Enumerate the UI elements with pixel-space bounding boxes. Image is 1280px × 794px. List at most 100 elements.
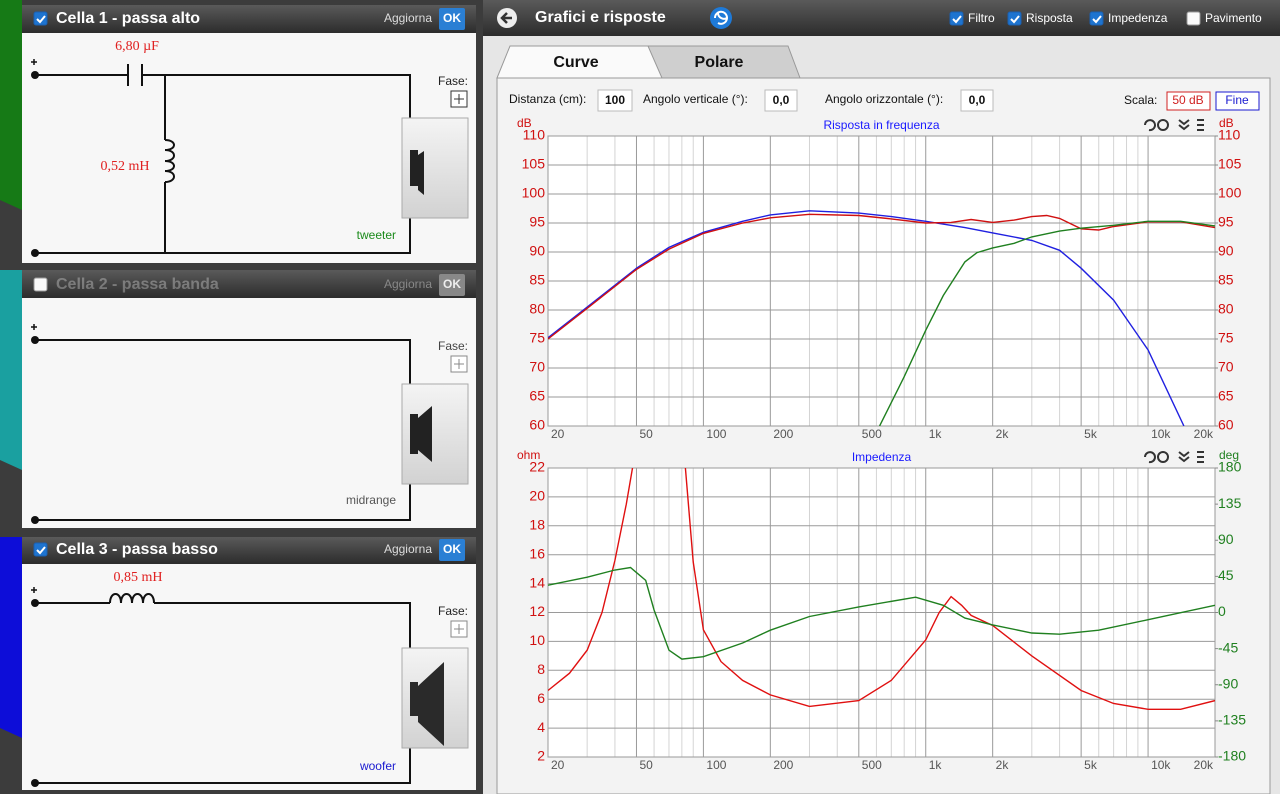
checkbox-box[interactable]: [33, 277, 48, 292]
cell-strip: [0, 270, 22, 470]
horizontal-value[interactable]: 0,0: [969, 93, 986, 107]
terminal: [31, 599, 39, 607]
toggle-label[interactable]: Pavimento: [1205, 11, 1262, 25]
driver-label: midrange: [346, 493, 396, 507]
tab-label[interactable]: Curve: [553, 54, 598, 71]
x-tick-label: 100: [706, 758, 726, 772]
cell-strip: [0, 537, 22, 738]
series-line: [548, 210, 1185, 426]
y-tick-label: 100: [522, 185, 546, 201]
horizontal-label: Angolo orizzontale (°):: [825, 92, 943, 106]
checkbox-box[interactable]: [1186, 11, 1201, 26]
cell-title: Cella 2 - passa banda: [56, 276, 219, 293]
terminal: [31, 779, 39, 787]
inductor: [164, 139, 175, 183]
distance-value[interactable]: 100: [605, 93, 625, 107]
x-tick-label: 50: [639, 427, 653, 441]
toolbar-icons[interactable]: [1144, 119, 1204, 132]
plus-sign: [31, 587, 37, 593]
y2-axis-label: dB: [1219, 116, 1234, 130]
x-tick-label: 500: [862, 758, 882, 772]
cell-title: Cella 1 - passa alto: [56, 10, 200, 27]
checkbox[interactable]: [33, 11, 48, 26]
y-tick-label: 85: [529, 272, 545, 288]
scale-fine-label[interactable]: Fine: [1225, 93, 1249, 107]
y2-tick-label: 135: [1218, 495, 1242, 511]
distance-label: Distanza (cm):: [509, 92, 586, 106]
back-arrow: [500, 12, 512, 24]
series-layer: [548, 468, 1215, 710]
x-tick-label: 2k: [996, 427, 1010, 441]
terminal: [31, 336, 39, 344]
distance-input[interactable]: [597, 89, 633, 112]
horizontal-input[interactable]: [960, 89, 994, 112]
y-tick-label: 16: [529, 545, 545, 561]
cell-2: Cella 2 - passa banda Aggiorna OK Fase: …: [22, 270, 476, 528]
checkbox[interactable]: [1007, 11, 1022, 26]
ok-label[interactable]: OK: [443, 542, 461, 556]
x-tick-label: 20: [551, 758, 565, 772]
x-tick-label: 1k: [929, 427, 943, 441]
capacitor: [127, 64, 143, 86]
x-tick-label: 10k: [1151, 758, 1171, 772]
y2-tick-label: 90: [1218, 531, 1234, 547]
ok-button[interactable]: [439, 274, 465, 296]
y2-tick-label: 0: [1218, 603, 1226, 619]
y-tick-label: 80: [529, 301, 545, 317]
ok-button[interactable]: [439, 8, 465, 30]
toggle-label[interactable]: Risposta: [1026, 11, 1073, 25]
y2-tick-label: 45: [1218, 567, 1234, 583]
driver-label: woofer: [359, 759, 396, 773]
plus-sign: [31, 324, 37, 330]
graphs-header: [483, 0, 1280, 36]
y-tick-label: 90: [529, 243, 545, 259]
tab-label[interactable]: Polare: [695, 54, 744, 71]
y-tick-label: 65: [529, 388, 545, 404]
y2-tick-label: 80: [1218, 301, 1234, 317]
x-tick-label: 5k: [1084, 758, 1098, 772]
ok-button[interactable]: [439, 539, 465, 561]
checkbox-box[interactable]: [33, 11, 48, 26]
checkbox-check: [36, 546, 46, 555]
terminal: [31, 249, 39, 257]
y-tick-label: 6: [537, 690, 545, 706]
y2-tick-label: 85: [1218, 272, 1234, 288]
scale-db-label[interactable]: 50 dB: [1172, 93, 1203, 107]
y2-tick-label: -135: [1218, 712, 1246, 728]
panel-title: Grafici e risposte: [535, 9, 666, 26]
y2-tick-label: 75: [1218, 330, 1234, 346]
x-tick-label: 2k: [996, 758, 1010, 772]
ok-label[interactable]: OK: [443, 11, 461, 25]
checkbox-box[interactable]: [1089, 11, 1104, 26]
x-tick-label: 50: [639, 758, 653, 772]
toggle-label[interactable]: Filtro: [968, 11, 995, 25]
vertical-value[interactable]: 0,0: [773, 93, 790, 107]
plus-icon: [454, 359, 464, 369]
capacitor-value: 6,80 µF: [115, 39, 159, 54]
y2-tick-label: 95: [1218, 214, 1234, 230]
y2-axis-label: deg: [1219, 448, 1239, 462]
checkbox[interactable]: [1186, 11, 1201, 26]
checkbox-box[interactable]: [1007, 11, 1022, 26]
toggle-label[interactable]: Impedenza: [1108, 11, 1168, 25]
y-tick-label: 105: [522, 156, 546, 172]
checkbox-check: [952, 15, 962, 24]
vertical-input[interactable]: [764, 89, 798, 112]
update-label: Aggiorna: [384, 277, 432, 291]
scale-db-button[interactable]: [1166, 91, 1211, 111]
checkbox-box[interactable]: [949, 11, 964, 26]
series-line: [548, 213, 1215, 340]
x-tick-label: 20k: [1194, 758, 1214, 772]
toolbar-icons[interactable]: [1144, 451, 1204, 464]
x-tick-label: 20k: [1194, 427, 1214, 441]
checkbox[interactable]: [33, 277, 48, 292]
checkbox[interactable]: [949, 11, 964, 26]
checkbox-box[interactable]: [33, 542, 48, 557]
checkbox[interactable]: [33, 542, 48, 557]
ok-label[interactable]: OK: [443, 277, 461, 291]
checkbox[interactable]: [1089, 11, 1104, 26]
series-layer: [548, 210, 1215, 426]
scale-fine-button[interactable]: [1215, 91, 1260, 111]
update-label: Aggiorna: [384, 542, 432, 556]
